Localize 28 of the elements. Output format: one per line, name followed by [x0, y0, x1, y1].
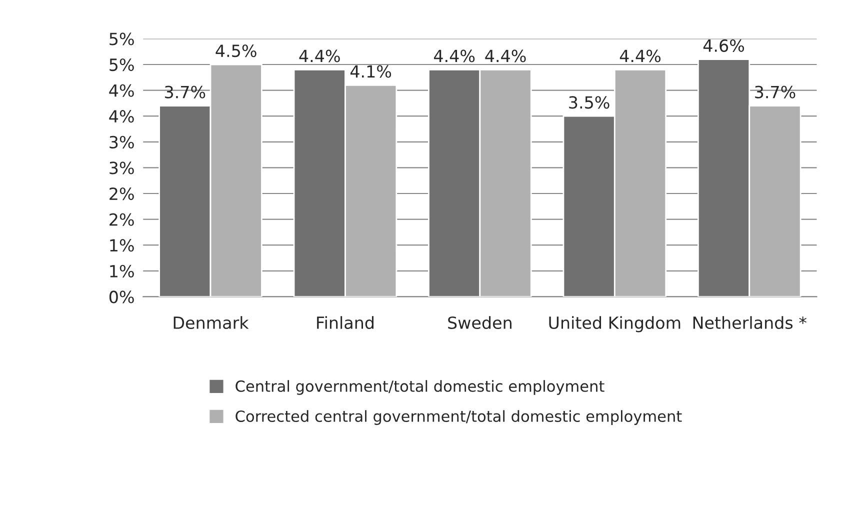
data-label: 3.7%: [755, 86, 796, 98]
data-label: 3.5%: [569, 96, 610, 109]
y-tick-label: 3%: [110, 136, 134, 148]
x-tick-label: Netherlands *: [693, 316, 806, 330]
x-tick-label: United Kingdom: [549, 316, 680, 332]
x-tick-label: Denmark: [174, 316, 249, 330]
y-tick-label: 2%: [110, 213, 134, 226]
data-label: 3.7%: [165, 86, 206, 98]
data-label: 4.4%: [299, 50, 340, 62]
data-label: 4.6%: [703, 39, 744, 52]
y-tick-label: 3%: [110, 162, 134, 174]
y-tick-label: 1%: [110, 264, 134, 278]
x-tick-label: Finland: [317, 316, 374, 330]
legend-label: Central government/total domestic employment: [236, 380, 604, 395]
x-tick-label: Sweden: [448, 316, 512, 330]
data-label: 4.4%: [485, 50, 526, 62]
y-tick-label: 0%: [109, 290, 134, 304]
y-tick-label: 4%: [109, 84, 134, 97]
y-tick-label: 5%: [110, 32, 134, 46]
legend-label: Corrected central government/total domestic employment: [236, 410, 682, 425]
y-tick-label: 4%: [109, 110, 134, 123]
y-tick-label: 2%: [110, 187, 134, 200]
data-label: 4.5%: [216, 44, 256, 58]
data-label: 4.4%: [620, 50, 661, 62]
data-label: 4.1%: [350, 65, 392, 78]
y-tick-label: 5%: [110, 58, 134, 72]
y-tick-label: 1%: [110, 239, 134, 252]
data-label: 4.4%: [434, 50, 475, 62]
